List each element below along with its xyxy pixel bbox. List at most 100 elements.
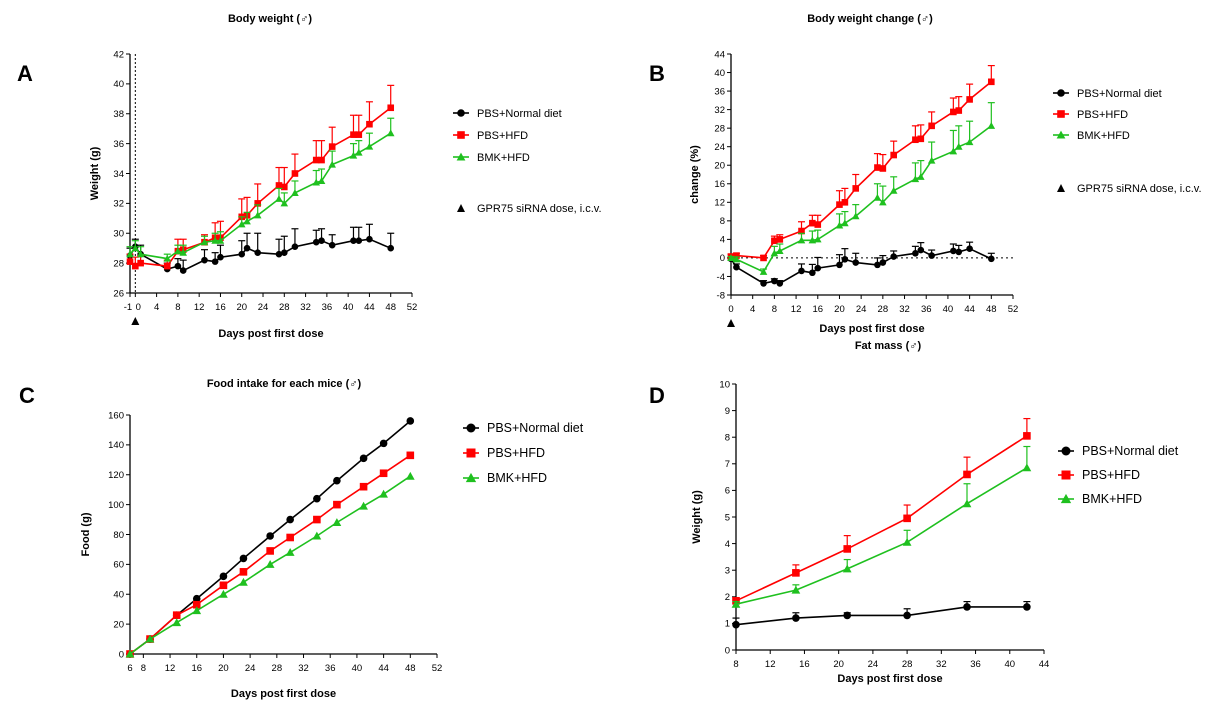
legend-entry: PBS+HFD xyxy=(1077,109,1128,121)
y-tick-label: 12 xyxy=(714,198,725,209)
data-point xyxy=(366,120,373,128)
data-point xyxy=(328,160,336,168)
legend-marker xyxy=(1057,110,1065,118)
data-point xyxy=(792,569,800,577)
y-tick-label: 20 xyxy=(113,619,124,630)
legend: PBS+Normal diet PBS+HFD BMK+HFD GPR75 siRNA… xyxy=(453,108,602,215)
data-point xyxy=(179,267,187,274)
x-tick-label: 12 xyxy=(791,304,802,315)
panel-label: C xyxy=(19,383,35,408)
x-tick-label: 16 xyxy=(799,659,810,670)
x-tick-label: 44 xyxy=(364,302,375,313)
y-tick-label: 40 xyxy=(714,68,725,79)
y-tick-label: 3 xyxy=(725,566,730,577)
data-point xyxy=(927,156,936,164)
data-point xyxy=(406,451,415,460)
data-point xyxy=(966,245,973,252)
data-point xyxy=(192,594,201,603)
x-tick-label: 52 xyxy=(1008,304,1019,315)
data-point xyxy=(239,554,248,563)
data-point xyxy=(254,249,261,256)
x-tick-label: 48 xyxy=(405,663,416,674)
data-point xyxy=(771,237,778,245)
y-tick-label: 42 xyxy=(113,49,124,60)
data-point xyxy=(963,470,971,479)
data-point xyxy=(211,258,219,265)
x-axis-label: Days post first dose xyxy=(837,673,942,685)
data-point xyxy=(760,280,767,287)
x-tick-label: 12 xyxy=(194,302,205,313)
legend-entry: PBS+HFD xyxy=(487,446,545,460)
y-tick-label: 6 xyxy=(725,486,730,497)
data-point xyxy=(312,156,320,164)
data-point xyxy=(791,585,801,594)
legend-marker xyxy=(1056,130,1066,139)
x-tick-label: 24 xyxy=(245,663,256,674)
data-point xyxy=(988,78,995,86)
data-point xyxy=(200,238,209,246)
series-pbs-hfd xyxy=(732,417,1031,605)
x-tick-label: 40 xyxy=(943,304,954,315)
data-point xyxy=(879,165,887,172)
panel-c: C Food intake for each mice (♂) 0 20 40 60 80 1… xyxy=(19,378,584,700)
data-point xyxy=(841,256,849,263)
data-point xyxy=(902,537,912,546)
x-tick-label: 28 xyxy=(272,663,283,674)
legend-entry: PBS+Normal diet xyxy=(477,108,562,120)
x-tick-label: 28 xyxy=(279,302,290,313)
x-tick-label: 4 xyxy=(750,304,755,315)
y-tick-label: -8 xyxy=(717,290,725,301)
data-point xyxy=(911,175,920,183)
data-point xyxy=(809,219,816,227)
series-pbs-normal-diet xyxy=(732,600,1031,629)
data-point xyxy=(955,107,963,114)
legend-dose-label: GPR75 siRNA dose, i.c.v. xyxy=(477,203,602,215)
chart-title: Body weight (♂) xyxy=(228,13,312,25)
series-line xyxy=(129,132,392,260)
data-point xyxy=(350,237,357,245)
data-point xyxy=(813,235,822,243)
y-tick-label: 0 xyxy=(720,253,725,264)
x-tick-label: 40 xyxy=(1004,659,1015,670)
series-bmk-hfd xyxy=(731,445,1032,608)
series-bmk-hfd xyxy=(727,102,996,275)
data-point xyxy=(286,533,294,542)
x-tick-label: 8 xyxy=(175,302,180,313)
data-point xyxy=(950,247,957,255)
data-point xyxy=(217,253,224,261)
y-tick-label: 8 xyxy=(725,433,730,444)
y-tick-label: 100 xyxy=(108,500,124,511)
data-point xyxy=(405,471,415,480)
x-tick-label: 44 xyxy=(964,304,975,315)
legend-marker xyxy=(465,472,477,483)
y-tick-label: 44 xyxy=(714,49,725,60)
x-tick-label: 36 xyxy=(325,663,336,674)
data-point xyxy=(333,500,341,509)
y-tick-label: 0 xyxy=(119,649,124,660)
data-point xyxy=(727,254,735,261)
data-point xyxy=(328,143,336,150)
x-tick-label: 24 xyxy=(258,302,269,313)
data-point xyxy=(280,199,289,207)
legend-entry: BMK+HFD xyxy=(477,152,530,164)
data-point xyxy=(852,259,860,266)
legend-marker xyxy=(1061,470,1071,480)
dose-arrow-marker xyxy=(727,319,735,327)
x-tick-label: 20 xyxy=(218,663,229,674)
y-tick-label: 20 xyxy=(714,161,725,172)
y-axis-label: Food (g) xyxy=(80,512,92,556)
data-point xyxy=(163,254,172,262)
y-tick-label: 0 xyxy=(725,645,730,656)
data-point xyxy=(732,620,740,629)
data-point xyxy=(874,261,881,269)
data-point xyxy=(962,499,972,508)
data-point xyxy=(239,568,248,576)
data-point xyxy=(281,249,288,256)
data-point xyxy=(954,142,963,150)
series-line xyxy=(730,81,992,259)
x-tick-label: 36 xyxy=(921,304,932,315)
data-point xyxy=(179,248,188,256)
data-point xyxy=(759,268,768,275)
data-point xyxy=(950,108,957,116)
data-point xyxy=(291,189,299,196)
